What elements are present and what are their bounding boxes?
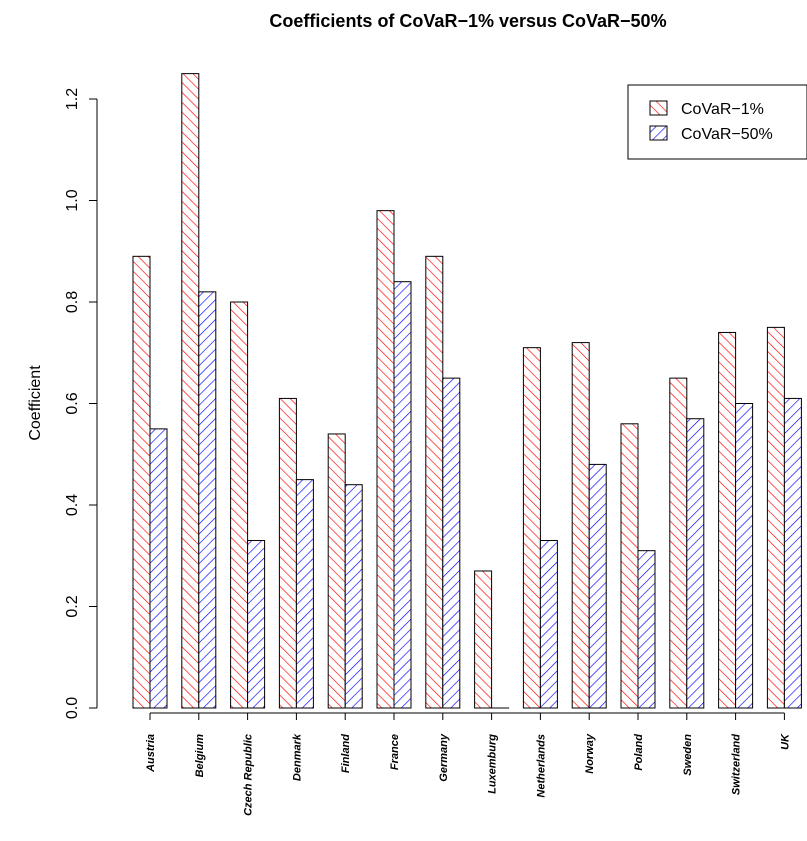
bar-covar-1-luxemburg bbox=[474, 570, 493, 709]
bar-covar-50-switzerland bbox=[735, 403, 754, 709]
bar-covar-1-czech-republic bbox=[230, 301, 249, 709]
bar-covar-50-france bbox=[393, 281, 412, 709]
bar-covar-50-belgium bbox=[198, 291, 217, 709]
x-tick-label: Poland bbox=[633, 734, 645, 771]
y-tick-label: 0.6 bbox=[64, 392, 81, 414]
bar-covar-50-sweden bbox=[686, 418, 705, 709]
x-tick-label: Luxemburg bbox=[487, 734, 499, 794]
bar-covar-1-france bbox=[376, 210, 395, 709]
legend: CoVaR−1% CoVaR−50% bbox=[627, 84, 807, 160]
y-tick-label: 0.0 bbox=[64, 697, 81, 719]
bar-covar-50-czech-republic bbox=[247, 540, 266, 709]
bar-covar-50-uk bbox=[783, 397, 802, 709]
legend-swatch bbox=[649, 100, 668, 116]
x-tick-label: Belgium bbox=[194, 734, 206, 778]
bar-covar-1-switzerland bbox=[718, 331, 737, 709]
bar-covar-1-finland bbox=[327, 433, 346, 709]
y-tick-label: 1.0 bbox=[64, 189, 81, 211]
y-tick-label: 0.8 bbox=[64, 291, 81, 313]
x-tick-label: Netherlands bbox=[535, 734, 547, 798]
bar-covar-50-denmark bbox=[295, 479, 314, 709]
bar-covar-1-sweden bbox=[669, 377, 688, 709]
bar-covar-50-finland bbox=[344, 484, 363, 709]
y-tick-label: 0.4 bbox=[64, 494, 81, 516]
x-tick-label: Sweden bbox=[682, 734, 694, 776]
y-tick-label: 0.2 bbox=[64, 595, 81, 617]
bar-covar-1-netherlands bbox=[522, 347, 541, 709]
x-tick-label: Finland bbox=[340, 734, 352, 773]
bar-covar-50-norway bbox=[588, 463, 607, 709]
bar-covar-1-germany bbox=[425, 255, 444, 709]
bar-covar-1-uk bbox=[766, 326, 785, 709]
x-tick-label: Germany bbox=[438, 733, 450, 782]
bar-covar-1-austria bbox=[132, 255, 151, 709]
bar-covar-1-norway bbox=[571, 342, 590, 709]
bar-covar-1-belgium bbox=[181, 73, 200, 709]
chart-title: Coefficients of CoVaR−1% versus CoVaR−50… bbox=[269, 11, 666, 31]
y-axis: 0.0 0.2 0.4 0.6 0.8 1.0 1.2 bbox=[64, 88, 98, 719]
x-tick-label: Czech Republic bbox=[243, 734, 255, 816]
x-tick-label: Austria bbox=[145, 734, 157, 773]
x-tick-label: Denmark bbox=[291, 733, 303, 781]
y-tick-label: 1.2 bbox=[64, 88, 81, 110]
bar-covar-1-poland bbox=[620, 423, 639, 709]
x-tick-label: Switzerland bbox=[731, 734, 743, 795]
legend-label: CoVaR−50% bbox=[681, 126, 773, 143]
bar-covar-50-austria bbox=[149, 428, 168, 709]
legend-box bbox=[627, 84, 807, 160]
legend-label: CoVaR−1% bbox=[681, 101, 764, 118]
bar-covar-50-netherlands bbox=[539, 540, 558, 709]
x-axis: Austria Belgium Czech Republic Denmark Finla… bbox=[145, 712, 791, 816]
x-tick-label: UK bbox=[779, 733, 791, 750]
bar-covar-50-germany bbox=[442, 377, 461, 709]
bar-covar-50-poland bbox=[637, 550, 656, 709]
x-tick-label: Norway bbox=[584, 733, 596, 774]
x-tick-label: France bbox=[389, 734, 401, 770]
bars-group bbox=[132, 73, 802, 709]
legend-swatch bbox=[649, 125, 668, 141]
y-axis-label: Coefficient bbox=[27, 365, 44, 441]
bar-covar-1-denmark bbox=[278, 397, 297, 709]
